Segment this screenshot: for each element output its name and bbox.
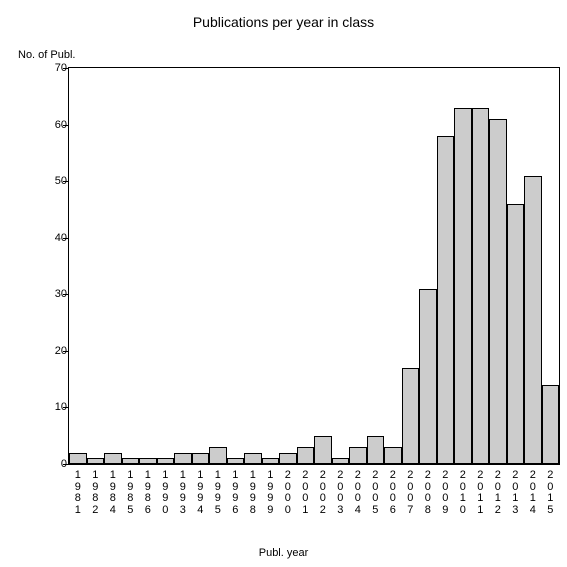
- x-tick-label: 2013: [509, 470, 521, 516]
- bar: [332, 458, 350, 464]
- x-tick-label: 2015: [544, 470, 556, 516]
- bar: [349, 447, 367, 464]
- bar: [542, 385, 560, 464]
- bar: [104, 453, 122, 464]
- x-tick-label: 1985: [124, 470, 136, 516]
- y-tick-label: 50: [55, 175, 67, 187]
- x-tick-label: 1986: [142, 470, 154, 516]
- x-tick-label: 2012: [492, 470, 504, 516]
- bar: [367, 436, 385, 464]
- bar: [489, 119, 507, 464]
- bar: [192, 453, 210, 464]
- bar: [297, 447, 315, 464]
- x-tick-label: 1981: [72, 470, 84, 516]
- x-tick-label: 2007: [404, 470, 416, 516]
- y-tick-label: 0: [61, 458, 67, 470]
- y-tick-label: 70: [55, 62, 67, 74]
- bar: [507, 204, 525, 464]
- bars-group: [69, 68, 559, 464]
- x-tick-label: 1993: [177, 470, 189, 516]
- x-tick-label: 1995: [212, 470, 224, 516]
- x-tick-label: 2011: [474, 470, 486, 516]
- x-tick-label: 1984: [107, 470, 119, 516]
- x-tick-label: 2005: [369, 470, 381, 516]
- x-tick-label: 2001: [299, 470, 311, 516]
- plot-area: [68, 67, 560, 465]
- bar: [209, 447, 227, 464]
- bar: [69, 453, 87, 464]
- x-tick-label: 1996: [229, 470, 241, 516]
- x-tick-label: 2002: [317, 470, 329, 516]
- x-tick-label: 2009: [439, 470, 451, 516]
- bar: [524, 176, 542, 465]
- bar: [174, 453, 192, 464]
- x-tick-label: 1982: [89, 470, 101, 516]
- bar: [314, 436, 332, 464]
- x-axis-label: Publ. year: [0, 547, 567, 559]
- chart-container: Publications per year in class No. of Pu…: [0, 0, 567, 567]
- bar: [402, 368, 420, 464]
- x-tick-label: 2004: [352, 470, 364, 516]
- chart-title: Publications per year in class: [0, 14, 567, 30]
- bar: [262, 458, 280, 464]
- bar: [87, 458, 105, 464]
- bar: [279, 453, 297, 464]
- bar: [227, 458, 245, 464]
- x-tick-label: 1990: [159, 470, 171, 516]
- bar: [419, 289, 437, 464]
- x-tick-label: 2014: [527, 470, 539, 516]
- y-tick-label: 40: [55, 232, 67, 244]
- bar: [472, 108, 490, 464]
- y-axis-label: No. of Publ.: [18, 49, 75, 61]
- bar: [139, 458, 157, 464]
- bar: [454, 108, 472, 464]
- x-tick-label: 1999: [264, 470, 276, 516]
- bar: [122, 458, 140, 464]
- bar: [157, 458, 175, 464]
- bar: [437, 136, 455, 464]
- x-tick-label: 2003: [334, 470, 346, 516]
- x-tick-label: 2010: [457, 470, 469, 516]
- y-tick-label: 30: [55, 288, 67, 300]
- x-tick-label: 2000: [282, 470, 294, 516]
- x-tick-label: 2008: [422, 470, 434, 516]
- x-tick-label: 2006: [387, 470, 399, 516]
- x-tick-label: 1998: [247, 470, 259, 516]
- bar: [244, 453, 262, 464]
- y-tick-label: 20: [55, 345, 67, 357]
- y-tick-label: 10: [55, 401, 67, 413]
- x-tick-label: 1994: [194, 470, 206, 516]
- y-tick-label: 60: [55, 119, 67, 131]
- bar: [384, 447, 402, 464]
